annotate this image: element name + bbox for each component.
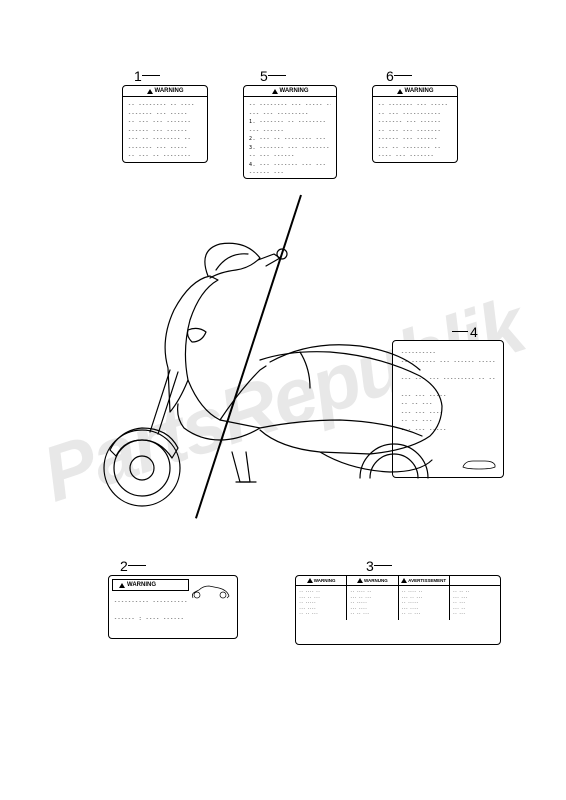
callout-5: 5 [260, 68, 268, 84]
scooter-illustration [60, 240, 480, 520]
warning-text: WARNING [280, 88, 309, 94]
dash-line: ------ --- [249, 169, 331, 178]
label-6-body: -- ------- --- ----- -- --- ----------- … [373, 97, 457, 165]
callout-2: 2 [120, 558, 128, 574]
warning-text: WARNING [155, 88, 184, 94]
warning-header-1: WARNING [123, 86, 207, 97]
col-4: -- -- -- --- --- -- --- --- -- -- --- [450, 586, 500, 620]
warning-label-5: WARNING -- -------- --- ----- -- --- ---… [243, 85, 337, 179]
header-warnung: WARNUNG [347, 576, 398, 585]
scooter-small-icon [189, 580, 233, 602]
warning-header-6: WARNING [373, 86, 457, 97]
dash-line: ------- --- ----- [128, 110, 202, 119]
header-text: WARNUNG [364, 578, 388, 583]
dash-line: --- -- -------- -- [128, 135, 202, 144]
header-warning: WARNING [296, 576, 347, 585]
col-3: -- ---- -- --- -- --- -- ----- --- ---- … [399, 586, 450, 620]
warning-triangle-icon [147, 89, 153, 94]
dash-line: -- -------- -- ---- [128, 101, 202, 110]
dash-line: 4. --- ------- --- --- [249, 161, 331, 170]
diagram-page: PartsRepublik 1 5 6 4 2 3 WARNING -- ---… [0, 0, 566, 800]
leader-3 [374, 565, 392, 566]
warning-label-1: WARNING -- -------- -- ---- ------- --- … [122, 85, 208, 163]
warning-text: WARNING [405, 88, 434, 94]
dash-line: --- -- -------- -- [378, 144, 452, 153]
dash-line: ------ --- ------ [378, 135, 452, 144]
dash-line: -- -- --- [299, 611, 343, 617]
warning-label-6: WARNING -- ------- --- ----- -- --- ----… [372, 85, 458, 163]
dash-line: 1. ------- -- -------- [249, 118, 331, 127]
diagram-content: 1 5 6 4 2 3 WARNING -- -------- -- ---- … [0, 0, 566, 800]
dash-line: -- --- ------ [249, 152, 331, 161]
warning-header-5: WARNING [244, 86, 336, 97]
warning-label-3: WARNING WARNUNG AVERTISSEMENT -- ---- --… [295, 575, 501, 645]
leader-2 [128, 565, 146, 566]
warning-header-2: WARNING [112, 579, 189, 591]
dash-line: ------- --- ----- [128, 144, 202, 153]
dash-line: -- --- -- -------- [128, 152, 202, 161]
col-1: -- ---- -- --- -- --- -- ----- --- ---- … [296, 586, 347, 620]
warning-triangle-icon [401, 578, 407, 583]
dash-line: ---- --- ------- [378, 152, 452, 161]
header-text: AVERTISSEMENT [408, 578, 446, 583]
warning-triangle-icon [119, 583, 125, 588]
dash-line: -- ------- --- ----- [378, 101, 452, 110]
dash-line: --- --- --------- [249, 110, 331, 119]
dash-line: ------ : ---- ------ [114, 615, 232, 624]
warning-triangle-icon [357, 578, 363, 583]
dash-line: -- --- ----------- [378, 110, 452, 119]
warning-label-2: WARNING ---------- ---------- ------ : -… [108, 575, 238, 639]
dash-line: 3. ------- --- -------- [249, 144, 331, 153]
header-blank [450, 576, 500, 585]
warning-triangle-icon [307, 578, 313, 583]
dash-line: ------ --- ------ [128, 127, 202, 136]
dash-line: -- -- --- [402, 611, 446, 617]
dash-line: -- -------- --- ----- -- [249, 101, 331, 110]
leader-6 [394, 75, 412, 76]
label-1-body: -- -------- -- ---- ------- --- ----- --… [123, 97, 207, 165]
leader-1 [142, 75, 160, 76]
dash-line: -- -- --- [350, 611, 394, 617]
warning-text: WARNING [127, 582, 156, 588]
callout-3: 3 [366, 558, 374, 574]
dash-line: ------- --- ------ [378, 118, 452, 127]
dash-line: -- --- --- ------- [378, 127, 452, 136]
warning-triangle-icon [272, 89, 278, 94]
label-5-body: -- -------- --- ----- -- --- --- -------… [244, 97, 336, 182]
leader-5 [268, 75, 286, 76]
multi-body: -- ---- -- --- -- --- -- ----- --- ---- … [296, 586, 500, 620]
dash-line: --- ------ [249, 127, 331, 136]
dash-line: -- --- --- ------- [128, 118, 202, 127]
callout-1: 1 [134, 68, 142, 84]
dash-line: 2. --- -- -------- --- [249, 135, 331, 144]
callout-6: 6 [386, 68, 394, 84]
header-text: WARNING [314, 578, 336, 583]
multi-header: WARNING WARNUNG AVERTISSEMENT [296, 576, 500, 586]
header-avert: AVERTISSEMENT [399, 576, 450, 585]
col-2: -- ---- -- --- -- --- -- ----- --- ---- … [347, 586, 398, 620]
dash-line: -- --- [453, 611, 497, 617]
warning-triangle-icon [397, 89, 403, 94]
